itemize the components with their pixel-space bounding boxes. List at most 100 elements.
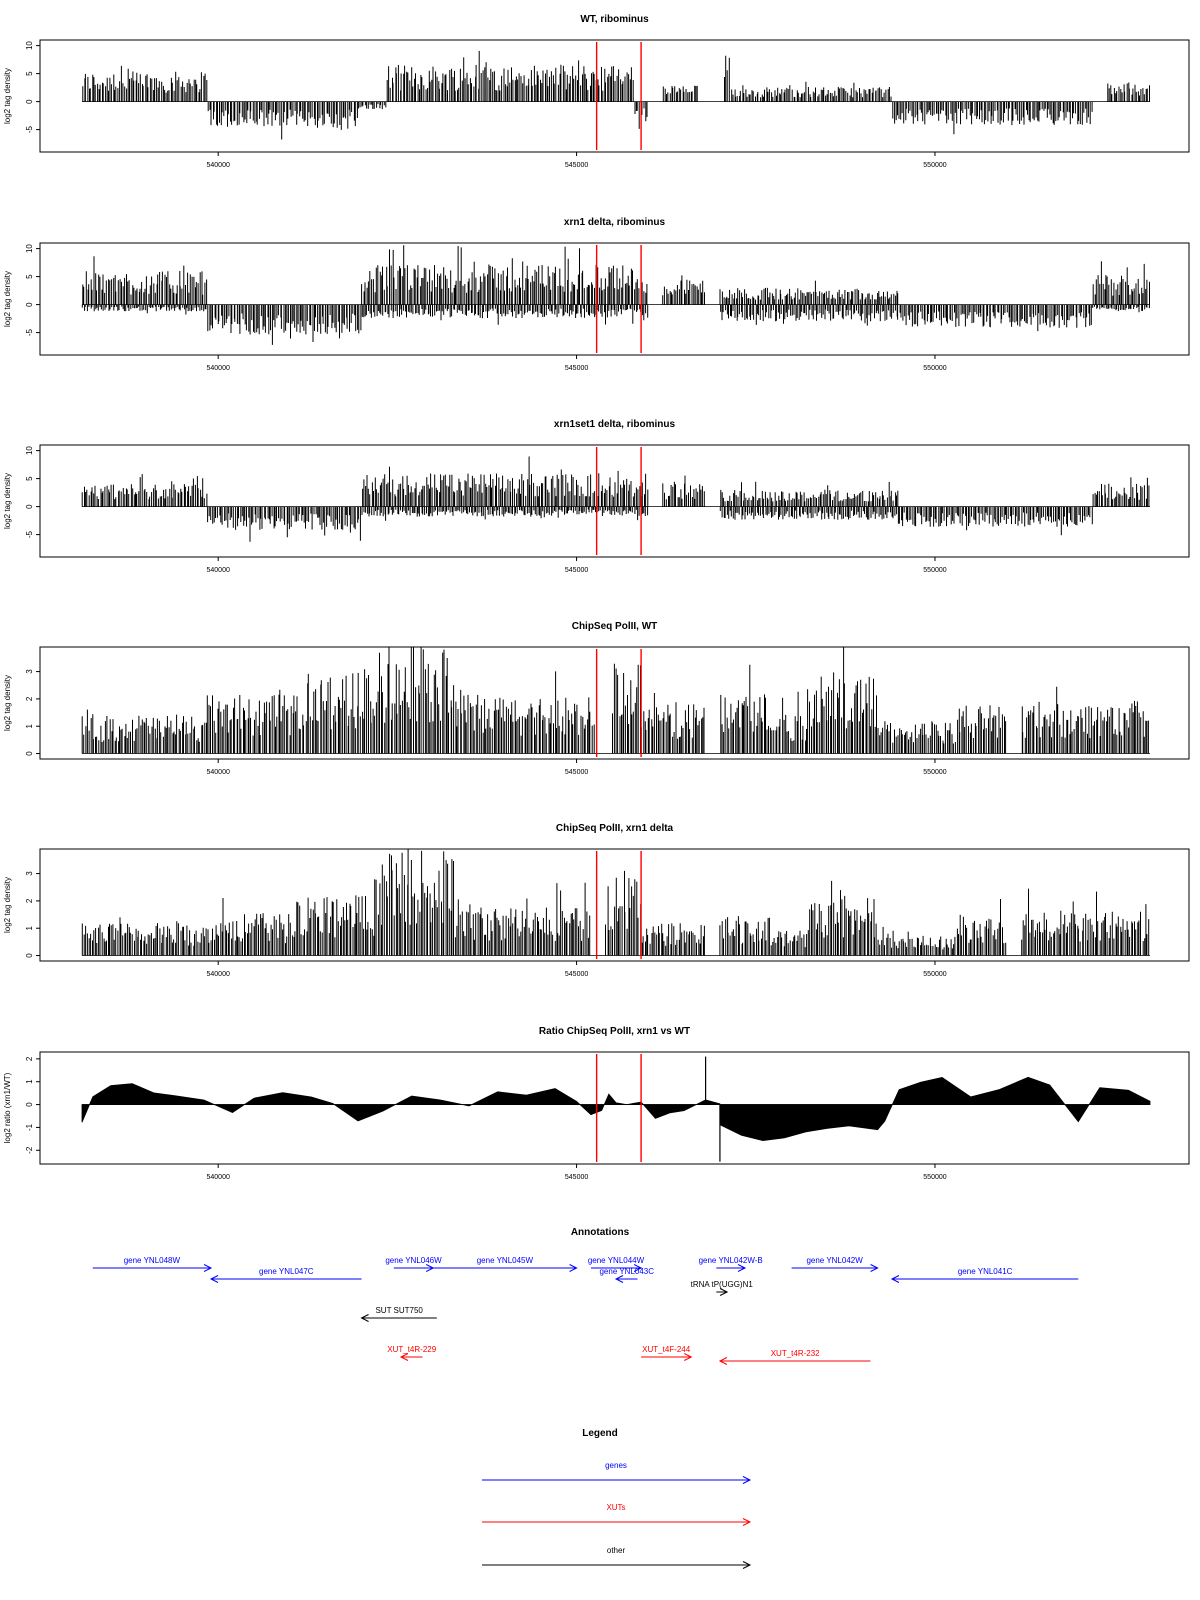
signal-segment: [203, 898, 290, 956]
signal-segment: [1092, 304, 1150, 313]
feature-arrowhead: [399, 1353, 409, 1361]
plot-frame: [39, 1051, 1190, 1165]
feature-label: XUT_t4F-244: [642, 1345, 691, 1354]
plot-frame: [39, 242, 1190, 356]
signal-segment: [720, 304, 899, 326]
signal-segment: [724, 55, 730, 102]
x-tick-label: 545000: [565, 162, 588, 169]
signal-segment: [81, 709, 204, 754]
annotation-feature: gene YNL044W: [588, 1256, 645, 1272]
signal-segment: [289, 879, 376, 956]
x-tick-label: 540000: [207, 567, 230, 574]
signal-segment: [1021, 686, 1149, 754]
signal-segment: [806, 880, 877, 956]
signal-bars: [361, 506, 649, 521]
annotations-title: Annotations: [571, 1227, 630, 1238]
feature-arrowhead: [203, 1264, 213, 1272]
feature-label: gene YNL045W: [477, 1256, 534, 1265]
signal-bars: [640, 693, 705, 754]
signal-bars: [1021, 686, 1149, 754]
signal-segment: [207, 101, 358, 140]
signal-segment: [769, 691, 807, 754]
signal-segment: [1092, 477, 1150, 507]
annotation-feature: tRNA tP(UGG)N1: [691, 1280, 753, 1296]
signal-bars: [207, 304, 362, 345]
x-tick-label: 545000: [565, 365, 588, 372]
annotation-feature: gene YNL046W: [385, 1256, 442, 1272]
signal-segment: [361, 304, 649, 325]
track-title: WT, ribominus: [580, 14, 649, 25]
x-tick-label: 540000: [207, 769, 230, 776]
track-panel-2: xrn1 delta, ribominus log2 tag density -5 0…: [3, 217, 1190, 372]
plot-frame: [39, 39, 1190, 153]
annotation-feature: XUT_t4R-229: [387, 1345, 437, 1361]
signal-bars: [731, 81, 892, 102]
signal-segment: [204, 689, 297, 754]
signal-segment: [806, 647, 877, 754]
signal-bars: [724, 55, 730, 102]
feature-label: gene YNL047C: [259, 1267, 314, 1276]
signal-bars: [956, 899, 1007, 956]
signal-bars: [82, 256, 208, 305]
signal-segment: [361, 245, 648, 305]
legend-title: Legend: [582, 1428, 618, 1439]
plot-frame: [39, 444, 1190, 558]
signal-bars: [386, 50, 634, 102]
feature-arrowhead: [569, 1264, 578, 1272]
signal-segment: [207, 506, 361, 542]
y-tick-label: -2: [25, 1146, 34, 1154]
signal-segment: [362, 456, 649, 507]
signal-segment: [719, 280, 899, 305]
legend-panel: Legend genes XUTs other: [482, 1428, 752, 1569]
feature-arrowhead: [425, 1264, 435, 1272]
y-tick-label: 2: [25, 898, 34, 903]
annotation-feature: XUT_t4R-232: [718, 1349, 871, 1365]
track-signal: [81, 1056, 1151, 1162]
y-tick-label: 5: [25, 274, 34, 279]
signal-bars: [612, 663, 641, 754]
track-signal: [81, 456, 1150, 542]
signal-bars: [720, 664, 769, 754]
y-tick-label: 10: [25, 446, 34, 455]
y-tick-label: 10: [25, 41, 34, 50]
track-title: xrn1set1 delta, ribominus: [554, 419, 676, 430]
feature-arrowhead: [737, 1264, 747, 1272]
signal-bars: [877, 721, 956, 754]
feature-arrowhead: [633, 1264, 643, 1272]
y-tick-label: 1: [25, 925, 34, 930]
signal-bars: [957, 705, 1007, 754]
signal-bars: [1021, 888, 1150, 956]
annotation-feature: gene YNL043C: [599, 1267, 654, 1283]
feature-label: gene YNL042W: [806, 1256, 863, 1265]
track-panel-6: Ratio ChipSeq PolII, xrn1 vs WT log2 rati…: [3, 1026, 1190, 1181]
plot-frame: [39, 848, 1190, 962]
signal-segment: [1021, 888, 1150, 956]
signal-segment: [641, 923, 705, 956]
ratio-area: [81, 1076, 1151, 1142]
y-tick-label: 3: [25, 871, 34, 876]
signal-bars: [289, 879, 376, 956]
y-tick-label: 3: [25, 669, 34, 674]
signal-segment: [720, 481, 899, 507]
signal-bars: [81, 474, 208, 507]
legend-entry: genes: [482, 1461, 752, 1484]
annotation-feature: SUT SUT750: [360, 1306, 437, 1322]
legend-entry: other: [482, 1546, 752, 1569]
y-axis-label: log2 tag density: [3, 271, 12, 327]
track-title: Ratio ChipSeq PolII, xrn1 vs WT: [539, 1026, 690, 1037]
signal-bars: [605, 870, 642, 956]
y-axis-label: log2 tag density: [3, 675, 12, 731]
signal-bars: [204, 689, 297, 754]
y-axis-label: log2 tag density: [3, 877, 12, 933]
signal-bars: [207, 101, 358, 140]
signal-segment: [957, 705, 1007, 754]
signal-segment: [662, 475, 705, 507]
signal-segment: [898, 506, 1093, 536]
signal-segment: [1092, 261, 1150, 305]
annotation-feature: gene YNL042W: [791, 1256, 879, 1272]
signal-segment: [81, 474, 208, 507]
signal-segment: [357, 101, 387, 110]
signal-segment: [719, 506, 899, 524]
feature-label: XUT_t4R-229: [387, 1345, 436, 1354]
signal-bars: [806, 647, 877, 754]
